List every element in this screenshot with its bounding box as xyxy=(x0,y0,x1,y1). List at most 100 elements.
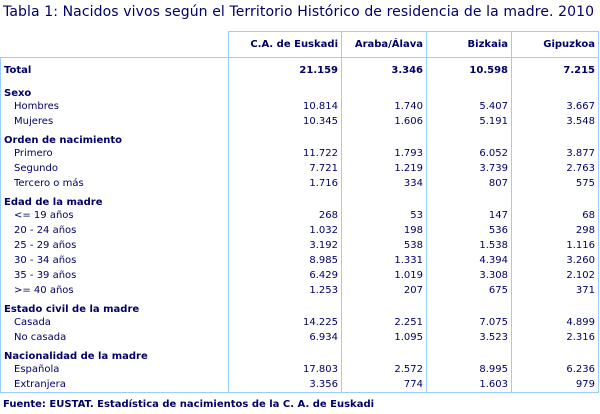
cell-value: 7.721 xyxy=(228,161,342,176)
table-row: <= 19 años 268 53 147 68 xyxy=(0,208,599,223)
cell-value: 1.538 xyxy=(426,238,512,253)
cell-value: 2.763 xyxy=(511,161,599,176)
table-row: 25 - 29 años 3.192 538 1.538 1.116 xyxy=(0,238,599,253)
empty-cell xyxy=(341,129,427,146)
cell-value: 6.934 xyxy=(228,330,342,345)
total-row: Total 21.159 3.346 10.598 7.215 xyxy=(0,57,599,82)
header-row: C.A. de Euskadi Araba/Álava Bizkaia Gipu… xyxy=(0,31,599,58)
cell-value: 7.075 xyxy=(426,315,512,330)
cell-value: 8.985 xyxy=(228,253,342,268)
header-corner xyxy=(0,31,229,58)
group-header-row: Nacionalidad de la madre xyxy=(0,345,599,362)
group-label: Estado civil de la madre xyxy=(0,298,229,315)
cell-value: 10.814 xyxy=(228,99,342,114)
row-label: Primero xyxy=(0,146,229,161)
table-title: Tabla 1: Nacidos vivos según el Territor… xyxy=(3,4,595,20)
cell-value: 1.219 xyxy=(341,161,427,176)
empty-cell xyxy=(511,82,599,99)
empty-cell xyxy=(341,191,427,208)
cell-value: 8.995 xyxy=(426,362,512,377)
cell-value: 1.331 xyxy=(341,253,427,268)
group-header-row: Orden de nacimiento xyxy=(0,129,599,146)
cell-value: 3.192 xyxy=(228,238,342,253)
source-note: Fuente: EUSTAT. Estadística de nacimient… xyxy=(3,399,375,410)
cell-value: 5.191 xyxy=(426,114,512,129)
column-header-bizkaia: Bizkaia xyxy=(426,31,512,58)
cell-value: 1.606 xyxy=(341,114,427,129)
table-row: Tercero o más 1.716 334 807 575 xyxy=(0,176,599,191)
cell-value: 6.429 xyxy=(228,268,342,283)
row-label: Total xyxy=(0,57,229,82)
cell-value: 675 xyxy=(426,283,512,298)
row-label: 25 - 29 años xyxy=(0,238,229,253)
group-label: Orden de nacimiento xyxy=(0,129,229,146)
cell-value: 2.102 xyxy=(511,268,599,283)
empty-cell xyxy=(426,82,512,99)
empty-cell xyxy=(341,345,427,362)
cell-value: 2.316 xyxy=(511,330,599,345)
cell-value: 3.356 xyxy=(228,377,342,393)
group-label: Nacionalidad de la madre xyxy=(0,345,229,362)
row-label: 20 - 24 años xyxy=(0,223,229,238)
empty-cell xyxy=(511,345,599,362)
empty-cell xyxy=(426,298,512,315)
table-row: Primero 11.722 1.793 6.052 3.877 xyxy=(0,146,599,161)
group-header-row: Estado civil de la madre xyxy=(0,298,599,315)
cell-value: 6.236 xyxy=(511,362,599,377)
table-row: 35 - 39 años 6.429 1.019 3.308 2.102 xyxy=(0,268,599,283)
group-header-row: Edad de la madre xyxy=(0,191,599,208)
row-label: No casada xyxy=(0,330,229,345)
cell-value: 3.739 xyxy=(426,161,512,176)
cell-value: 17.803 xyxy=(228,362,342,377)
row-label: >= 40 años xyxy=(0,283,229,298)
cell-value: 4.394 xyxy=(426,253,512,268)
empty-cell xyxy=(341,82,427,99)
column-header-gipuzkoa: Gipuzkoa xyxy=(511,31,599,58)
cell-value: 1.032 xyxy=(228,223,342,238)
row-label: Extranjera xyxy=(0,377,229,393)
cell-value: 1.793 xyxy=(341,146,427,161)
table-row: >= 40 años 1.253 207 675 371 xyxy=(0,283,599,298)
table-row: Casada 14.225 2.251 7.075 4.899 xyxy=(0,315,599,330)
empty-cell xyxy=(511,129,599,146)
cell-value: 1.019 xyxy=(341,268,427,283)
cell-value: 3.308 xyxy=(426,268,512,283)
row-label: Española xyxy=(0,362,229,377)
cell-value: 575 xyxy=(511,176,599,191)
table-row: 20 - 24 años 1.032 198 536 298 xyxy=(0,223,599,238)
cell-value: 538 xyxy=(341,238,427,253)
cell-value: 3.548 xyxy=(511,114,599,129)
cell-value: 268 xyxy=(228,208,342,223)
table-row: Segundo 7.721 1.219 3.739 2.763 xyxy=(0,161,599,176)
cell-value: 5.407 xyxy=(426,99,512,114)
cell-value: 4.899 xyxy=(511,315,599,330)
empty-cell xyxy=(228,345,342,362)
cell-value: 1.095 xyxy=(341,330,427,345)
table-row: Extranjera 3.356 774 1.603 979 xyxy=(0,377,599,393)
cell-value: 21.159 xyxy=(228,57,342,82)
cell-value: 536 xyxy=(426,223,512,238)
row-label: 35 - 39 años xyxy=(0,268,229,283)
cell-value: 3.260 xyxy=(511,253,599,268)
cell-value: 3.523 xyxy=(426,330,512,345)
table-row: Mujeres 10.345 1.606 5.191 3.548 xyxy=(0,114,599,129)
table-row: Hombres 10.814 1.740 5.407 3.667 xyxy=(0,99,599,114)
group-label: Edad de la madre xyxy=(0,191,229,208)
empty-cell xyxy=(228,82,342,99)
cell-value: 11.722 xyxy=(228,146,342,161)
row-label: Mujeres xyxy=(0,114,229,129)
empty-cell xyxy=(228,129,342,146)
cell-value: 6.052 xyxy=(426,146,512,161)
cell-value: 3.346 xyxy=(341,57,427,82)
table-row: 30 - 34 años 8.985 1.331 4.394 3.260 xyxy=(0,253,599,268)
cell-value: 1.253 xyxy=(228,283,342,298)
cell-value: 298 xyxy=(511,223,599,238)
cell-value: 807 xyxy=(426,176,512,191)
cell-value: 774 xyxy=(341,377,427,393)
empty-cell xyxy=(341,298,427,315)
cell-value: 1.740 xyxy=(341,99,427,114)
cell-value: 198 xyxy=(341,223,427,238)
row-label: Segundo xyxy=(0,161,229,176)
empty-cell xyxy=(426,129,512,146)
empty-cell xyxy=(426,191,512,208)
